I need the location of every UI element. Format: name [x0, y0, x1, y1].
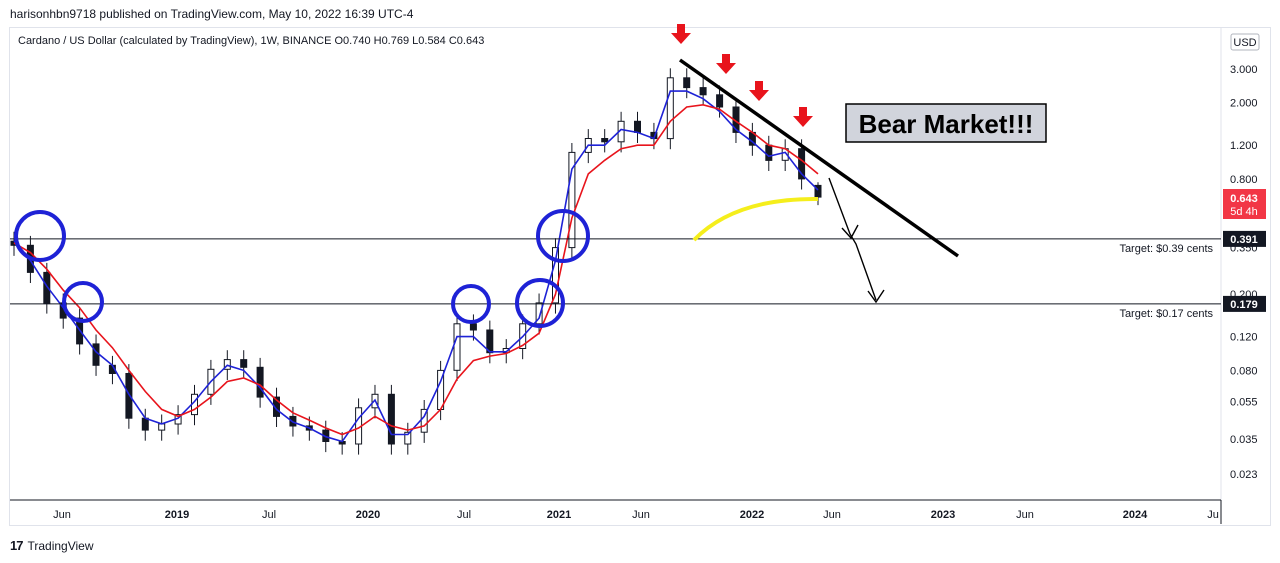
highlight-circle [536, 209, 590, 263]
price-tick-label: 2.000 [1230, 98, 1258, 110]
highlight-circle [14, 210, 66, 262]
target-price-badge [1223, 295, 1266, 312]
publisher-line: harisonhbn9718 published on TradingView.… [10, 7, 414, 21]
candle-body [141, 417, 149, 431]
tradingview-logo-icon: 17 [10, 538, 24, 553]
moving-average-slow-line [13, 103, 819, 436]
candle-body [223, 359, 231, 370]
candle-body [634, 120, 641, 133]
drawings-group [14, 24, 960, 328]
time-tick-label: 2021 [547, 509, 571, 521]
candle-body [683, 77, 691, 89]
price-tick-label: 0.800 [1230, 174, 1258, 186]
time-axis: Jun 2019 Jul 2020 Jul 2021 Jun 2022 Jun 2023 Jun 20… [53, 509, 1219, 521]
candle-body [453, 323, 461, 371]
footer-brand: TradingView [27, 538, 94, 553]
time-tick-label: Jun [632, 509, 650, 521]
candle-body [502, 348, 510, 354]
price-tick-label: 0.120 [1230, 332, 1258, 344]
candle-body [43, 271, 51, 304]
price-tick-label: 0.080 [1230, 365, 1258, 377]
currency-box[interactable] [1230, 33, 1260, 51]
moving-average-fast-line [13, 90, 819, 443]
highlight-circle [515, 278, 565, 328]
candle-body [568, 151, 576, 249]
last-price-badge [1223, 189, 1266, 219]
candle-body [486, 329, 494, 354]
last-price-countdown: 5d 4h [1230, 206, 1258, 218]
price-axis: 3.000 2.000 1.200 0.800 0.350 0.200 0.120 0.080… [1230, 64, 1258, 481]
horizontal-lines-group: 0.391 Target: $0.39 cents 0.179 Target: $0.… [10, 230, 1266, 320]
candle-body [92, 343, 100, 366]
down-arrow-icon [793, 107, 813, 127]
callout-text: Bear Market!!! [859, 109, 1034, 139]
target-price-value: 0.391 [1230, 234, 1258, 246]
candle-body [666, 77, 674, 140]
time-tick-label: 2019 [165, 509, 189, 521]
time-tick-label: 2023 [931, 509, 955, 521]
candle-body [404, 431, 412, 445]
candle-body [240, 359, 248, 368]
highlight-circle [62, 281, 104, 323]
price-tick-label: 0.350 [1230, 243, 1258, 255]
price-tick-label: 3.000 [1230, 64, 1258, 76]
candle-body [158, 423, 166, 431]
price-tick-label: 0.055 [1230, 397, 1258, 409]
moving-averages-group [13, 90, 819, 443]
candle-body [535, 302, 543, 325]
target-annotation: Target: $0.17 cents [1119, 308, 1213, 320]
projection-arrowhead-icon [841, 224, 859, 240]
time-tick-label: Ju [1207, 509, 1219, 521]
projection-arrow [828, 177, 877, 301]
descending-trendline[interactable] [678, 58, 960, 258]
candle-body [716, 94, 724, 108]
candle-body [699, 87, 707, 96]
time-tick-label: 2024 [1123, 509, 1148, 521]
time-tick-label: Jul [262, 509, 276, 521]
candle-body [601, 138, 609, 143]
last-price-value: 0.643 [1230, 193, 1258, 205]
price-tick-label: 1.200 [1230, 140, 1258, 152]
projection-arrowhead-icon [867, 289, 885, 304]
time-tick-label: Jun [823, 509, 841, 521]
candle-body [125, 373, 133, 419]
candle-body [273, 396, 280, 417]
candle-body [387, 393, 395, 445]
price-tick-label: 0.023 [1230, 469, 1258, 481]
footer-branding: 17 TradingView [10, 538, 94, 553]
symbol-info: Cardano / US Dollar (calculated by Tradi… [18, 35, 485, 47]
down-arrow-icon [749, 81, 769, 101]
currency-label: USD [1233, 37, 1256, 49]
candle-body [765, 144, 773, 161]
time-tick-label: Jun [53, 509, 71, 521]
candle-body [469, 323, 477, 331]
support-curve [692, 196, 819, 242]
chart-frame [9, 27, 1271, 526]
callout-box [845, 103, 1047, 143]
candle-body [552, 247, 559, 304]
time-tick-label: 2020 [356, 509, 380, 521]
highlight-circle [451, 284, 491, 324]
down-arrow-icon [671, 24, 691, 44]
time-tick-label: 2022 [740, 509, 764, 521]
target-price-value: 0.179 [1230, 299, 1258, 311]
price-tick-label: 0.035 [1230, 434, 1258, 446]
candles-group [10, 68, 822, 455]
target-annotation: Target: $0.39 cents [1119, 243, 1213, 255]
candle-body [256, 366, 264, 398]
price-tick-label: 0.200 [1230, 289, 1258, 301]
time-tick-label: Jul [457, 509, 471, 521]
down-arrow-icon [716, 54, 736, 74]
time-tick-label: Jun [1016, 509, 1034, 521]
target-price-badge [1223, 230, 1266, 247]
